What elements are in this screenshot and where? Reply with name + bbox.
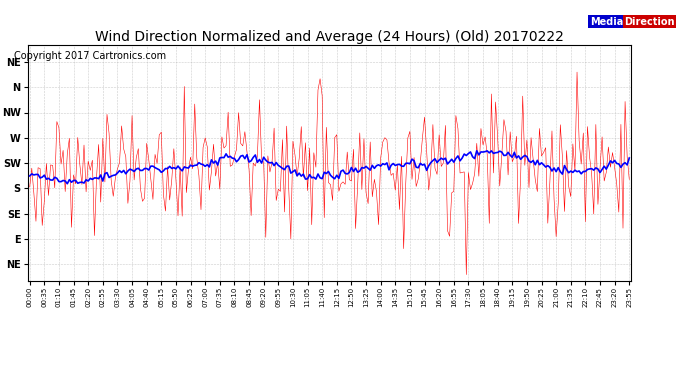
Text: Median: Median [590,17,630,27]
Text: Copyright 2017 Cartronics.com: Copyright 2017 Cartronics.com [14,51,166,61]
Text: Direction: Direction [624,17,675,27]
Title: Wind Direction Normalized and Average (24 Hours) (Old) 20170222: Wind Direction Normalized and Average (2… [95,30,564,44]
